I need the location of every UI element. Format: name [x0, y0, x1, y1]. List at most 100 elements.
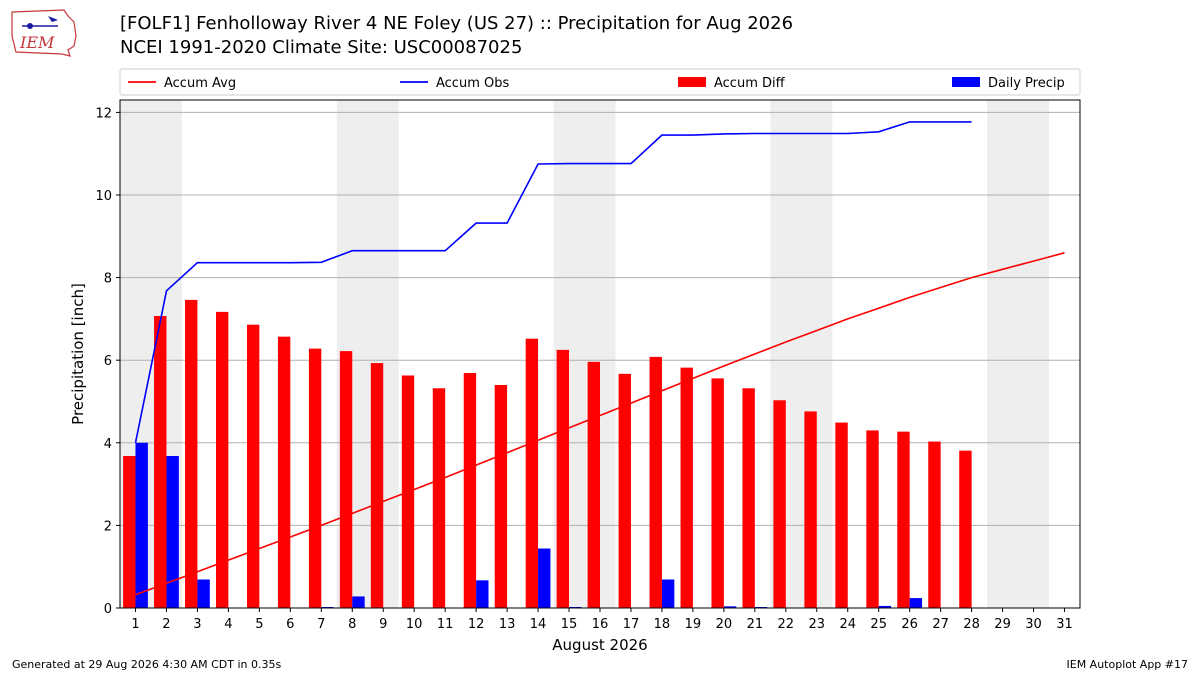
x-tick-label: 1: [131, 617, 139, 632]
x-tick-label: 16: [592, 617, 609, 632]
x-tick-label: 30: [1025, 617, 1042, 632]
x-tick-label: 22: [778, 617, 795, 632]
x-tick-label: 20: [716, 617, 733, 632]
legend-label: Accum Diff: [714, 76, 786, 91]
accum-diff-bar: [928, 441, 941, 608]
generated-timestamp: Generated at 29 Aug 2026 4:30 AM CDT in …: [12, 658, 282, 671]
x-tick-label: 6: [286, 617, 294, 632]
daily-precip-bar: [661, 579, 675, 608]
x-tick-label: 11: [437, 617, 454, 632]
x-tick-label: 10: [406, 617, 423, 632]
iowa-state-outline: [11, 9, 77, 57]
legend-label: Accum Avg: [164, 76, 236, 91]
y-tick-label: 6: [104, 354, 112, 369]
legend-frame: [119, 68, 1081, 96]
x-tick-label: 9: [379, 617, 387, 632]
accum-diff-bar: [432, 388, 446, 608]
x-tick-label: 26: [901, 617, 918, 632]
accum-diff-bar: [494, 384, 508, 608]
x-tick-label: 5: [255, 617, 263, 632]
accum-diff-bar: [370, 363, 384, 608]
x-axis-label: August 2026: [552, 636, 647, 654]
accum-diff-bar: [185, 299, 198, 608]
daily-precip-bar: [723, 606, 737, 608]
accum-obs-line: [134, 121, 972, 443]
y-tick-label: 0: [104, 602, 112, 617]
daily-precip-bar: [476, 580, 489, 608]
daily-precip-bar: [878, 605, 892, 608]
x-tick-label: 17: [623, 617, 640, 632]
iem-logo: IEM: [11, 9, 77, 57]
app-label: IEM Autoplot App #17: [1066, 658, 1189, 671]
bars: [123, 299, 972, 608]
x-tick-label: 23: [809, 617, 826, 632]
x-tick-label: 2: [162, 617, 170, 632]
daily-precip-bar: [135, 442, 148, 608]
x-tick-label: 24: [839, 617, 856, 632]
accum-diff-bar: [649, 356, 662, 608]
daily-precip-bar: [352, 596, 365, 608]
chart-title: [FOLF1] Fenholloway River 4 NE Foley (US…: [120, 13, 794, 34]
x-tick-label: 12: [468, 617, 485, 632]
x-tick-label: 28: [963, 617, 980, 632]
legend-label: Accum Obs: [436, 76, 509, 91]
accum-diff-bar: [866, 430, 879, 608]
accum-diff-bar: [897, 431, 910, 608]
x-tick-label: 8: [348, 617, 356, 632]
logo-text: IEM: [19, 33, 55, 52]
weekend-band: [987, 100, 1050, 608]
accum-diff-bar: [463, 372, 477, 608]
accum-diff-bar: [742, 388, 755, 608]
accum-diff-bar: [246, 324, 260, 608]
logo-bird: [48, 16, 58, 22]
x-tick-label: 25: [870, 617, 887, 632]
accum-diff-bar: [804, 411, 817, 608]
daily-precip-bar: [197, 579, 210, 608]
y-axis-label: Precipitation [inch]: [69, 283, 87, 425]
accum-avg-line: [135, 252, 1065, 596]
accum-diff-bar: [277, 336, 291, 608]
x-tick-label: 29: [994, 617, 1011, 632]
accum-diff-bar: [154, 316, 167, 608]
accum-diff-bar: [835, 422, 848, 608]
x-tick-label: 19: [685, 617, 702, 632]
accum-diff-bar: [618, 373, 631, 608]
legend-label: Daily Precip: [988, 76, 1065, 91]
daily-precip-bar: [538, 548, 551, 608]
legend-swatch-bar: [678, 77, 706, 87]
x-tick-label: 14: [530, 617, 547, 632]
accum-diff-bar: [680, 367, 693, 608]
accum-diff-bar: [587, 361, 600, 608]
accum-diff-bar: [308, 348, 322, 608]
y-tick-label: 10: [95, 189, 112, 204]
y-tick-label: 2: [104, 519, 112, 534]
x-tick-label: 15: [561, 617, 578, 632]
legend: Accum Avg Accum Obs Accum Diff Daily Precip: [119, 68, 1081, 96]
x-tick-label: 4: [224, 617, 232, 632]
accum-diff-bar: [525, 338, 539, 608]
x-tick-label: 18: [654, 617, 671, 632]
accum-diff-bar: [556, 349, 570, 608]
accum-diff-bar: [123, 456, 136, 608]
accum-diff-bar: [773, 400, 786, 608]
logo-dot: [27, 23, 33, 29]
x-tick-label: 21: [747, 617, 764, 632]
daily-precip-bar: [166, 456, 179, 608]
y-tick-label: 4: [104, 437, 112, 452]
daily-precip-bar: [909, 598, 923, 608]
accum-diff-bar: [711, 378, 724, 608]
x-tick-label: 7: [317, 617, 325, 632]
accum-diff-bar: [959, 450, 972, 608]
x-tick-label: 13: [499, 617, 516, 632]
accum-diff-bar: [339, 351, 353, 608]
accum-diff-bar: [216, 311, 229, 608]
x-tick-label: 3: [193, 617, 201, 632]
legend-swatch-bar: [952, 77, 980, 87]
y-tick-label: 8: [104, 272, 112, 287]
x-tick-label: 31: [1056, 617, 1073, 632]
y-tick-label: 12: [95, 106, 112, 121]
chart-subtitle: NCEI 1991-2020 Climate Site: USC00087025: [120, 37, 523, 58]
x-tick-label: 27: [932, 617, 949, 632]
